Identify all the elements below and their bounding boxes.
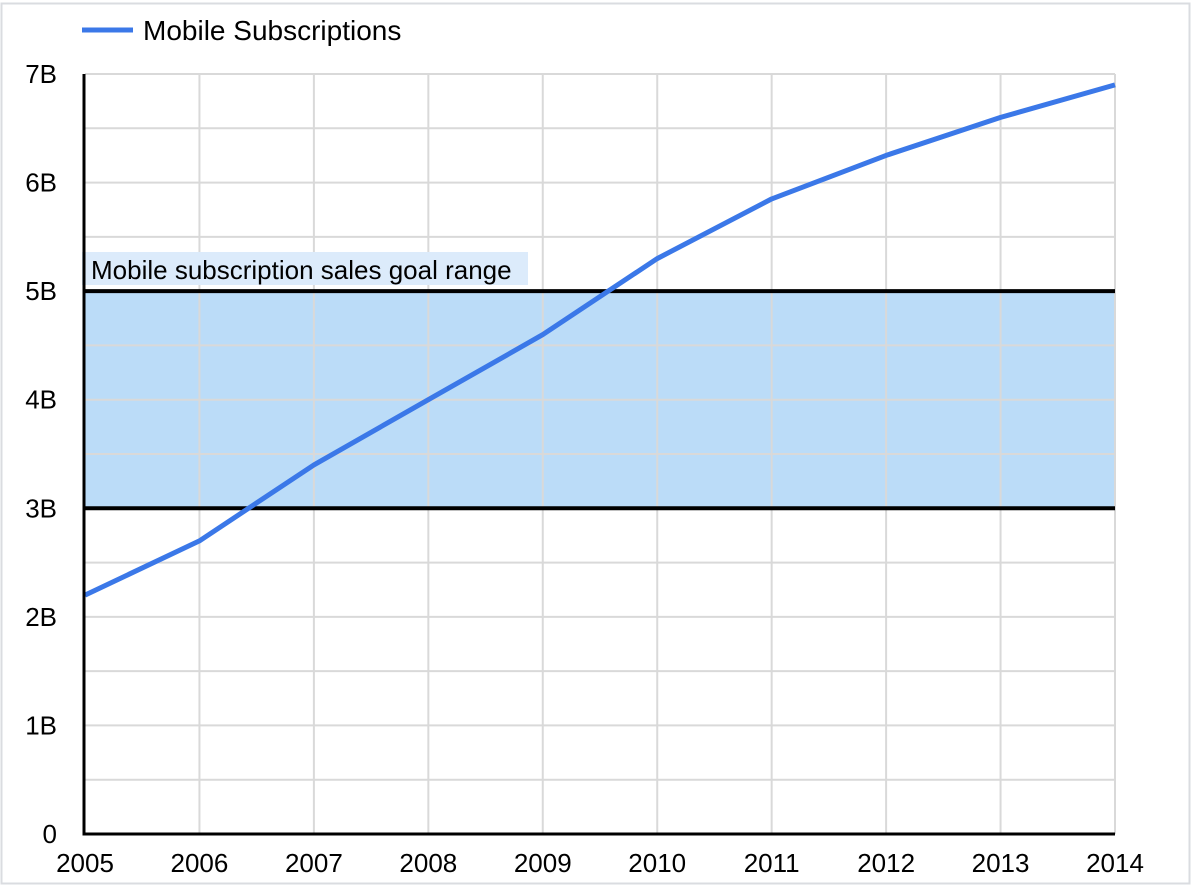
legend-label: Mobile Subscriptions bbox=[143, 15, 401, 46]
x-tick-label: 2014 bbox=[1086, 848, 1144, 878]
x-tick-label: 2009 bbox=[514, 848, 572, 878]
y-tick-label: 6B bbox=[25, 168, 57, 198]
y-tick-label: 3B bbox=[25, 493, 57, 523]
mobile-subscriptions-line bbox=[83, 82, 1116, 598]
goal-range-label: Mobile subscription sales goal range bbox=[91, 255, 512, 285]
x-tick-label: 2005 bbox=[56, 848, 114, 878]
x-tick-label: 2011 bbox=[744, 848, 800, 878]
y-tick-label: 0 bbox=[43, 819, 57, 849]
y-tick-label: 4B bbox=[25, 385, 57, 415]
x-tick-label: 2012 bbox=[857, 848, 915, 878]
legend: Mobile Subscriptions bbox=[82, 15, 401, 46]
x-tick-label: 2008 bbox=[399, 848, 457, 878]
x-tick-label: 2013 bbox=[972, 848, 1030, 878]
x-axis-tick-labels: 2005 2006 2007 2008 2009 2010 2011 2012 2013 2014 bbox=[56, 848, 1144, 878]
goal-range-label-bg bbox=[82, 252, 528, 285]
goal-band-borders bbox=[83, 289, 1115, 511]
y-axis-tick-labels: 0 1B 2B 3B 4B 5B 6B 7B bbox=[25, 59, 57, 849]
x-tick-label: 2006 bbox=[171, 848, 229, 878]
axes bbox=[82, 74, 1115, 836]
y-tick-label: 7B bbox=[25, 59, 57, 89]
x-tick-label: 2007 bbox=[285, 848, 343, 878]
y-tick-label: 5B bbox=[25, 276, 57, 306]
y-tick-label: 1B bbox=[25, 710, 57, 740]
y-tick-label: 2B bbox=[25, 602, 57, 632]
x-tick-label: 2010 bbox=[628, 848, 686, 878]
